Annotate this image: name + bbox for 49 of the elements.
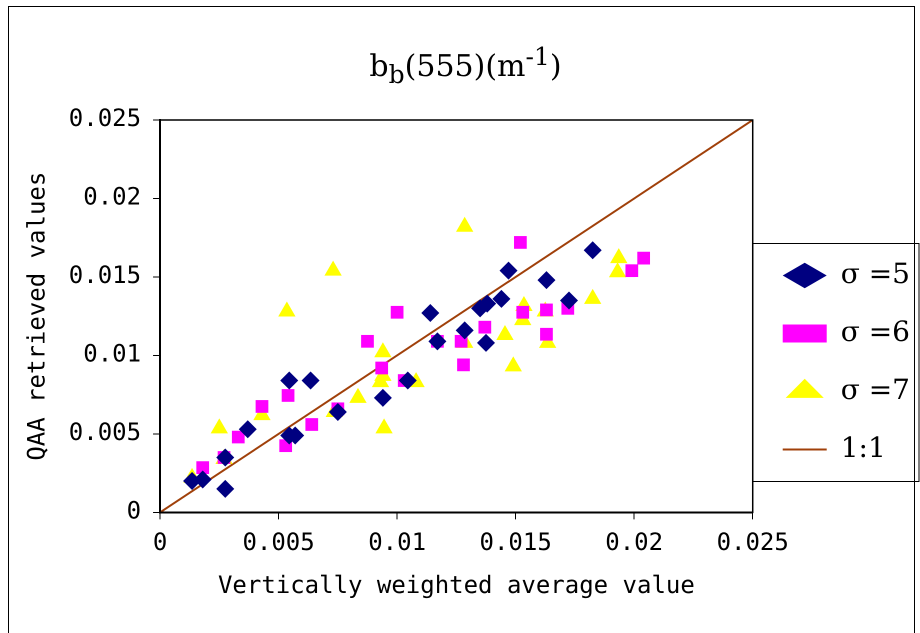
y-tick-label: 0.025 [68, 104, 142, 132]
point [492, 290, 510, 308]
point [456, 321, 474, 340]
point [637, 252, 650, 264]
x-tick-label: 0.025 [716, 528, 789, 556]
point [302, 372, 320, 390]
chart-title: b$_{b}$(555)(m$^{-1}$) [368, 42, 563, 89]
legend-label: σ =7 [840, 372, 910, 406]
y-tick-label: 0.015 [68, 261, 142, 290]
point [428, 332, 446, 350]
point [477, 334, 496, 352]
legend-label: σ =6 [840, 314, 910, 348]
point [514, 236, 527, 249]
point [361, 334, 374, 348]
point [216, 480, 234, 498]
legend-label: 1:1 [840, 430, 886, 464]
point [457, 358, 470, 372]
point [280, 372, 298, 390]
x-tick-label: 0.005 [242, 528, 315, 556]
point [256, 400, 268, 413]
point [238, 420, 257, 438]
y-tick-label: 0.02 [83, 182, 142, 211]
x-axis-title: Vertically weighted average value [218, 570, 695, 599]
point [478, 320, 492, 334]
point [398, 372, 417, 390]
point [560, 292, 578, 310]
point [282, 389, 294, 402]
point [374, 388, 392, 407]
x-tick-label: 0.01 [368, 528, 426, 556]
y-tick-label: 0 [126, 496, 142, 525]
x-tick-label: 0 [152, 528, 168, 556]
point [375, 362, 388, 374]
point [500, 262, 518, 280]
point [390, 306, 404, 319]
x-tick-label: 0.015 [480, 528, 552, 556]
y-axis-title: QAA retrieved values [22, 172, 51, 461]
point [421, 304, 440, 322]
point [232, 430, 245, 444]
point [537, 271, 556, 290]
point [328, 402, 347, 421]
point [305, 418, 318, 431]
point [584, 241, 602, 260]
x-tick-label: 0.02 [605, 528, 664, 556]
y-tick-label: 0.005 [68, 418, 142, 446]
y-tick-label: 0.01 [83, 340, 142, 368]
point [540, 328, 553, 341]
point [516, 306, 530, 319]
point [625, 264, 638, 278]
legend-label: σ =5 [840, 256, 910, 290]
